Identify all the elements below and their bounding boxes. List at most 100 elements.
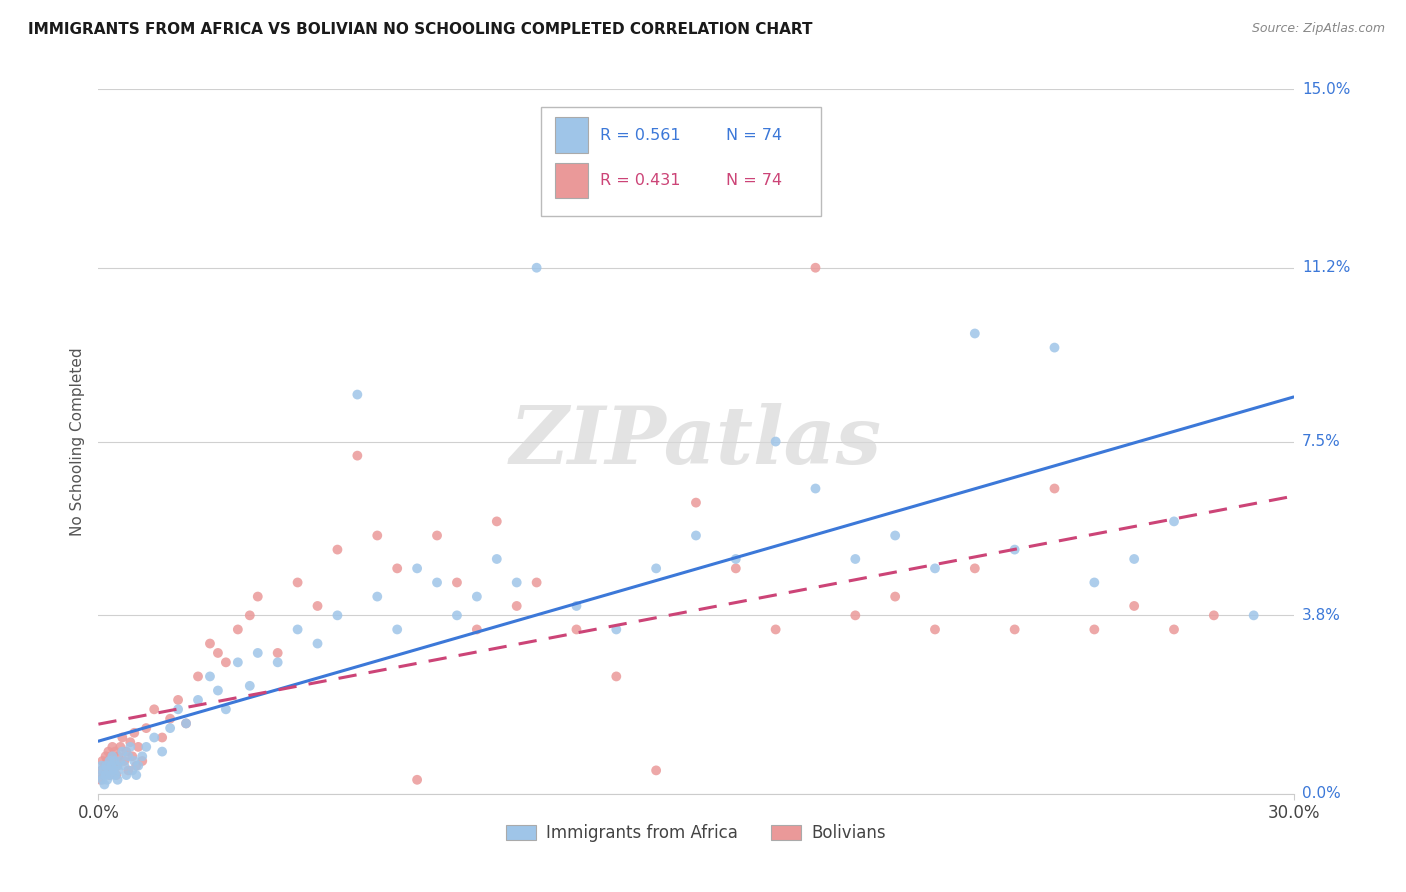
Point <box>150 731 173 745</box>
Point <box>96 772 118 787</box>
Point <box>101 749 124 764</box>
Point <box>174 716 197 731</box>
Point <box>1243 608 1265 623</box>
Point <box>884 528 907 542</box>
Point <box>506 599 529 613</box>
Point <box>167 693 190 707</box>
Point <box>115 745 138 759</box>
Text: N = 74: N = 74 <box>725 128 782 143</box>
Bar <box>555 118 589 153</box>
Point <box>366 528 388 542</box>
Point <box>215 656 238 670</box>
Point <box>645 561 668 575</box>
Legend: Immigrants from Africa, Bolivians: Immigrants from Africa, Bolivians <box>499 818 893 849</box>
Point <box>215 702 238 716</box>
Text: Source: ZipAtlas.com: Source: ZipAtlas.com <box>1251 22 1385 36</box>
Point <box>159 721 181 735</box>
Text: IMMIGRANTS FROM AFRICA VS BOLIVIAN NO SCHOOLING COMPLETED CORRELATION CHART: IMMIGRANTS FROM AFRICA VS BOLIVIAN NO SC… <box>28 22 813 37</box>
Point <box>724 552 747 566</box>
Point <box>105 768 128 782</box>
Point <box>104 745 127 759</box>
Point <box>924 561 946 575</box>
Point <box>127 758 149 772</box>
Point <box>884 590 907 604</box>
Point <box>98 758 122 772</box>
Point <box>924 623 946 637</box>
Point <box>94 768 117 782</box>
Point <box>104 768 127 782</box>
Point <box>103 754 125 768</box>
Point <box>97 745 120 759</box>
Text: 11.2%: 11.2% <box>1302 260 1350 276</box>
Point <box>187 693 209 707</box>
Point <box>1004 542 1026 557</box>
Point <box>844 552 866 566</box>
Point <box>645 764 668 778</box>
Point <box>765 434 787 449</box>
Point <box>167 702 190 716</box>
Point <box>1123 599 1146 613</box>
Point <box>135 721 157 735</box>
Point <box>844 608 866 623</box>
Point <box>125 768 148 782</box>
Point <box>207 683 229 698</box>
Point <box>267 656 290 670</box>
Bar <box>541 107 821 216</box>
Point <box>307 599 329 613</box>
Point <box>465 590 488 604</box>
Point <box>198 669 221 683</box>
Point <box>117 764 139 778</box>
Point <box>98 768 122 782</box>
Point <box>174 716 197 731</box>
Point <box>124 754 146 768</box>
Point <box>685 495 707 509</box>
Point <box>246 646 269 660</box>
Point <box>107 772 129 787</box>
Text: 15.0%: 15.0% <box>1302 82 1350 96</box>
Text: 3.8%: 3.8% <box>1302 607 1341 623</box>
Text: ZIPatlas: ZIPatlas <box>510 403 882 480</box>
Point <box>963 326 986 341</box>
Point <box>1043 482 1066 496</box>
Point <box>963 561 986 575</box>
Point <box>120 735 142 749</box>
Text: 0.0%: 0.0% <box>1302 787 1340 801</box>
Point <box>465 623 488 637</box>
Point <box>565 623 588 637</box>
Point <box>103 764 125 778</box>
Point <box>98 768 121 782</box>
Point <box>107 764 129 778</box>
Point <box>91 754 114 768</box>
Point <box>90 764 112 778</box>
Point <box>90 758 112 772</box>
Point <box>100 749 122 764</box>
Point <box>406 772 429 787</box>
Point <box>426 528 449 542</box>
Point <box>127 739 149 754</box>
Point <box>207 646 229 660</box>
Point <box>565 599 588 613</box>
Point <box>506 575 529 590</box>
Point <box>526 260 548 275</box>
Point <box>107 749 129 764</box>
Point <box>91 764 114 778</box>
Point <box>1163 623 1185 637</box>
Point <box>101 739 124 754</box>
Point <box>287 575 309 590</box>
Point <box>446 575 468 590</box>
Point <box>605 669 627 683</box>
Point <box>98 754 121 768</box>
Point <box>91 768 114 782</box>
Point <box>124 726 146 740</box>
Point <box>226 623 249 637</box>
Point <box>226 656 249 670</box>
Point <box>239 608 262 623</box>
Text: N = 74: N = 74 <box>725 173 782 188</box>
Point <box>115 768 138 782</box>
Text: R = 0.431: R = 0.431 <box>600 173 681 188</box>
Point <box>187 669 209 683</box>
Point <box>120 739 142 754</box>
Point <box>1004 623 1026 637</box>
Text: 7.5%: 7.5% <box>1302 434 1340 449</box>
Point <box>96 754 118 768</box>
